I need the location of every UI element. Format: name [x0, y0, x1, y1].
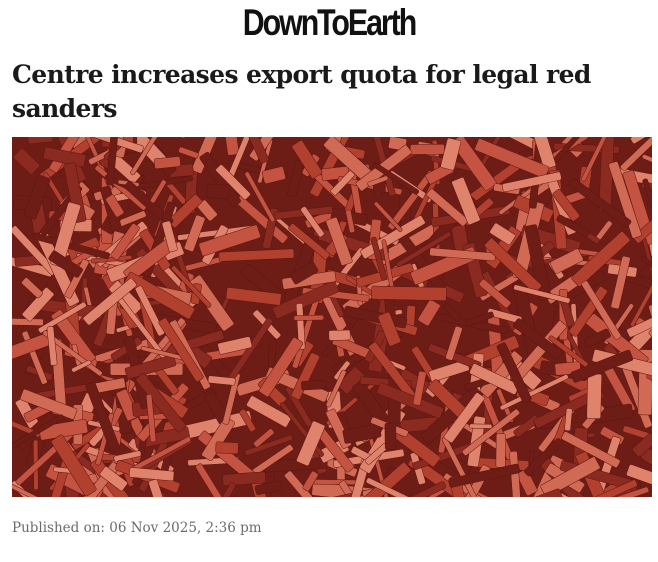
article-hero-image [12, 137, 652, 497]
published-date: Published on: 06 Nov 2025, 2:36 pm [12, 520, 262, 536]
site-logo[interactable]: DownToEarth [242, 2, 417, 43]
article-title: Centre increases export quota for legal … [12, 60, 591, 123]
red-sanders-wood-chips-image [12, 137, 652, 497]
